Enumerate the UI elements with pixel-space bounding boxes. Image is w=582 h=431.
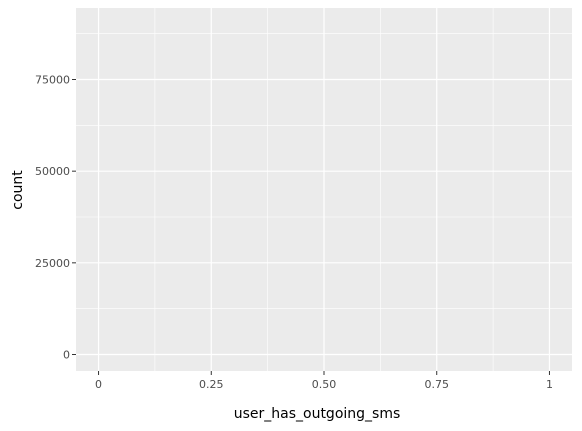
y-axis: 0 25000 50000 75000 [35,74,76,362]
y-tick-label: 0 [63,349,70,362]
x-axis-title: user_has_outgoing_sms [234,406,401,422]
x-tick-label: 1 [546,378,553,391]
y-axis-title: count [10,170,26,210]
x-tick-label: 0.50 [312,378,337,391]
y-tick-label: 50000 [35,165,70,178]
major-gridlines [76,8,572,371]
y-tick-label: 75000 [35,74,70,87]
x-tick-label: 0 [95,378,102,391]
x-axis: 0 0.25 0.50 0.75 1 [95,371,553,391]
y-tick-label: 25000 [35,257,70,270]
x-tick-label: 0.75 [424,378,449,391]
x-tick-label: 0.25 [199,378,224,391]
